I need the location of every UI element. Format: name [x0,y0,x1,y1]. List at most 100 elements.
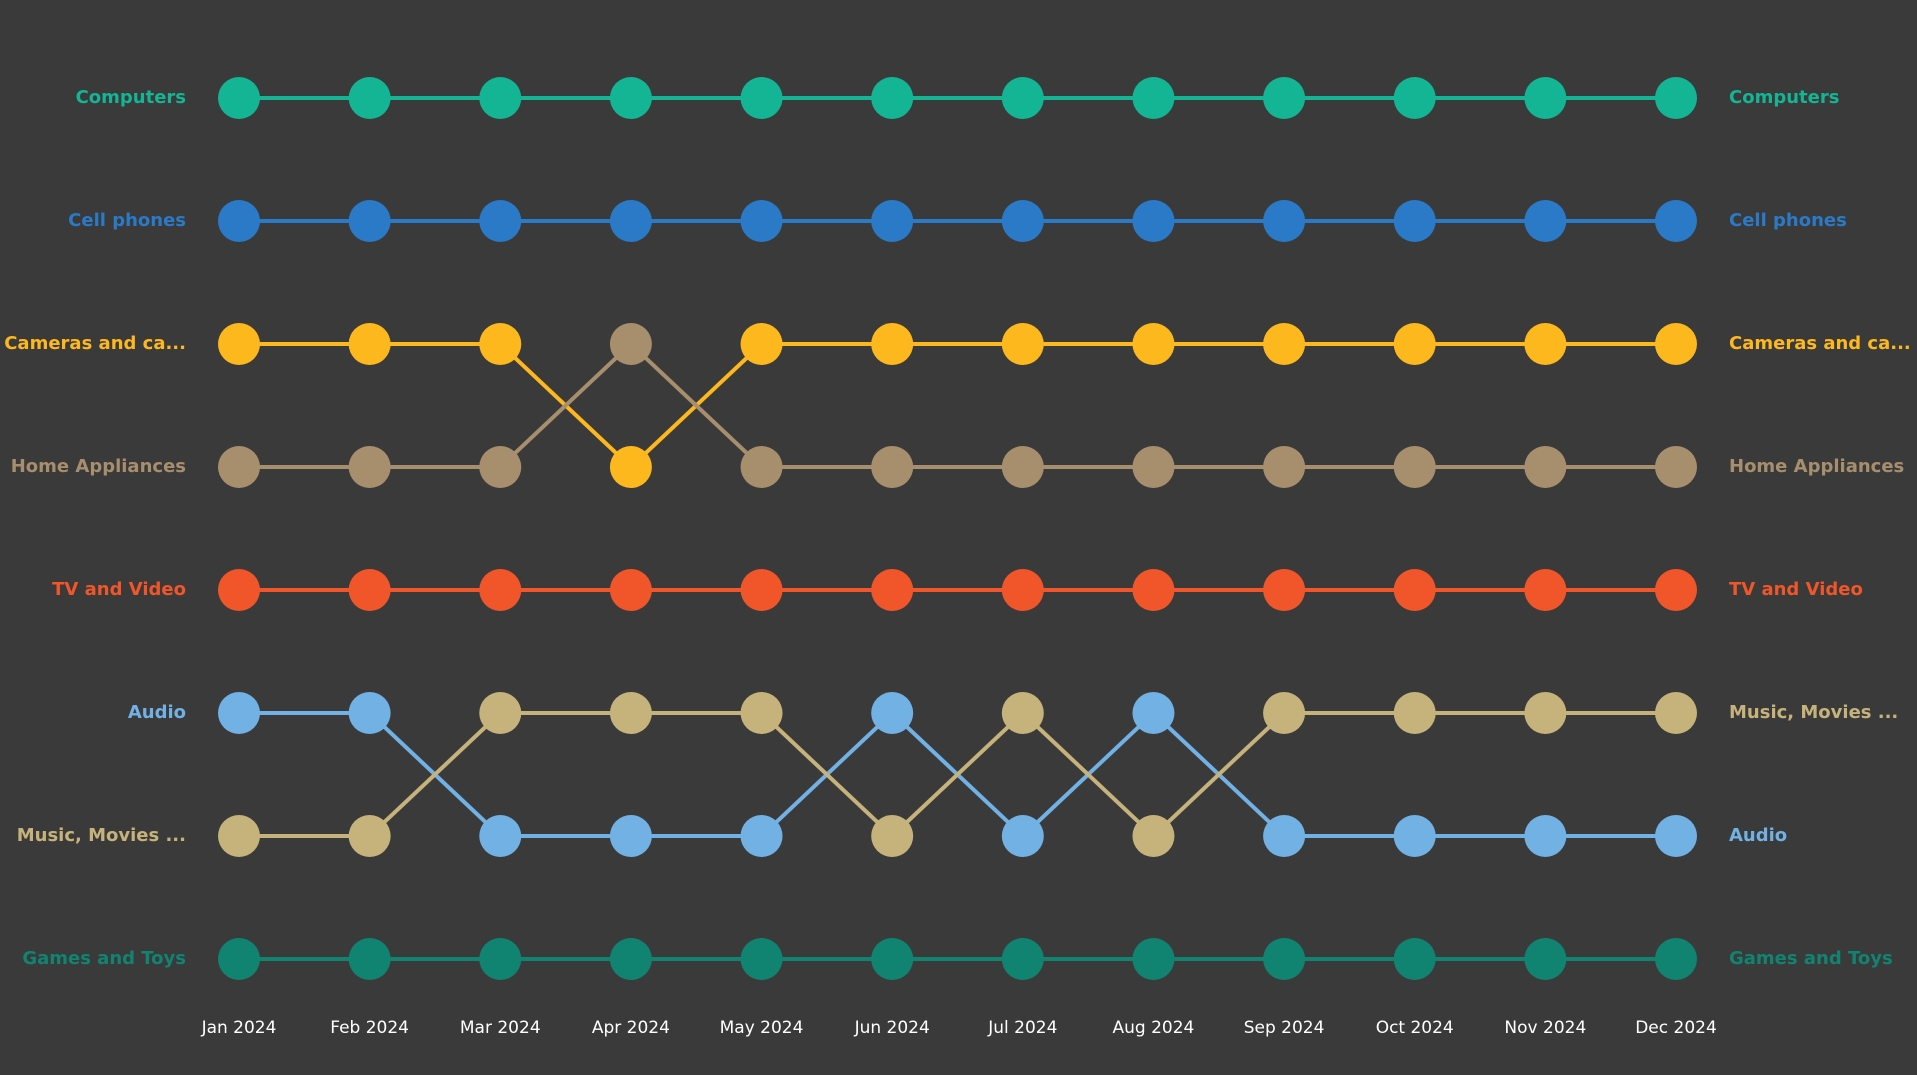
data-point-computers-4[interactable] [740,77,783,119]
data-point-audio-5[interactable] [871,692,914,734]
data-point-tv-and-video-4[interactable] [740,569,783,611]
series-lines [239,96,1676,961]
data-point-home-appliances-0[interactable] [218,446,260,488]
data-point-home-appliances-3[interactable] [609,323,652,365]
data-point-computers-3[interactable] [609,77,652,119]
data-point-cameras-and-camcorders-9[interactable] [1393,323,1436,365]
data-point-cell-phones-8[interactable] [1263,200,1306,242]
data-point-home-appliances-11[interactable] [1655,446,1697,488]
data-point-computers-0[interactable] [218,77,260,119]
data-point-cameras-and-camcorders-0[interactable] [218,323,260,365]
data-point-tv-and-video-3[interactable] [609,569,652,611]
data-point-games-and-toys-9[interactable] [1393,938,1436,980]
data-point-home-appliances-6[interactable] [1001,446,1044,488]
data-point-computers-5[interactable] [871,77,914,119]
data-point-cell-phones-2[interactable] [479,200,522,242]
data-point-tv-and-video-2[interactable] [479,569,522,611]
data-point-audio-3[interactable] [609,815,652,857]
data-point-audio-6[interactable] [1001,815,1044,857]
data-point-computers-8[interactable] [1263,77,1306,119]
data-point-music-movies-and-audio-books-3[interactable] [609,692,652,734]
data-point-computers-1[interactable] [348,77,391,119]
data-point-music-movies-and-audio-books-11[interactable] [1655,692,1697,734]
data-point-audio-8[interactable] [1263,815,1306,857]
x-tick-label-1: Feb 2024 [330,1018,409,1038]
data-point-tv-and-video-9[interactable] [1393,569,1436,611]
left-label-games-and-toys: Games and Toys [22,948,186,969]
data-point-music-movies-and-audio-books-10[interactable] [1524,692,1567,734]
data-point-audio-9[interactable] [1393,815,1436,857]
data-point-cell-phones-10[interactable] [1524,200,1567,242]
data-point-music-movies-and-audio-books-2[interactable] [479,692,522,734]
data-point-cameras-and-camcorders-5[interactable] [871,323,914,365]
data-point-computers-7[interactable] [1132,77,1175,119]
data-point-cameras-and-camcorders-2[interactable] [479,323,522,365]
data-point-audio-10[interactable] [1524,815,1567,857]
data-point-home-appliances-1[interactable] [348,446,391,488]
data-point-home-appliances-10[interactable] [1524,446,1567,488]
data-point-cell-phones-1[interactable] [348,200,391,242]
data-point-cameras-and-camcorders-8[interactable] [1263,323,1306,365]
data-point-tv-and-video-8[interactable] [1263,569,1306,611]
data-point-home-appliances-7[interactable] [1132,446,1175,488]
data-point-cameras-and-camcorders-1[interactable] [348,323,391,365]
data-point-cell-phones-3[interactable] [609,200,652,242]
data-point-cameras-and-camcorders-10[interactable] [1524,323,1567,365]
data-point-tv-and-video-7[interactable] [1132,569,1175,611]
data-point-cell-phones-6[interactable] [1001,200,1044,242]
data-point-cell-phones-4[interactable] [740,200,783,242]
data-point-music-movies-and-audio-books-5[interactable] [871,815,914,857]
data-point-tv-and-video-5[interactable] [871,569,914,611]
data-point-tv-and-video-6[interactable] [1001,569,1044,611]
data-point-computers-6[interactable] [1001,77,1044,119]
data-point-cameras-and-camcorders-6[interactable] [1001,323,1044,365]
data-point-cell-phones-9[interactable] [1393,200,1436,242]
data-point-games-and-toys-5[interactable] [871,938,914,980]
data-point-home-appliances-8[interactable] [1263,446,1306,488]
data-point-audio-1[interactable] [348,692,391,734]
data-point-music-movies-and-audio-books-4[interactable] [740,692,783,734]
data-point-tv-and-video-0[interactable] [218,569,260,611]
data-point-audio-4[interactable] [740,815,783,857]
data-point-cameras-and-camcorders-3[interactable] [609,446,652,488]
data-point-audio-2[interactable] [479,815,522,857]
data-point-computers-11[interactable] [1655,77,1697,119]
data-point-audio-0[interactable] [218,692,260,734]
data-point-computers-2[interactable] [479,77,522,119]
data-point-games-and-toys-7[interactable] [1132,938,1175,980]
data-point-cell-phones-5[interactable] [871,200,914,242]
data-point-music-movies-and-audio-books-8[interactable] [1263,692,1306,734]
data-point-computers-10[interactable] [1524,77,1567,119]
data-point-computers-9[interactable] [1393,77,1436,119]
data-point-music-movies-and-audio-books-9[interactable] [1393,692,1436,734]
data-point-home-appliances-4[interactable] [740,446,783,488]
data-point-audio-7[interactable] [1132,692,1175,734]
data-point-cell-phones-0[interactable] [218,200,260,242]
data-point-games-and-toys-3[interactable] [609,938,652,980]
data-point-music-movies-and-audio-books-1[interactable] [348,815,391,857]
data-point-music-movies-and-audio-books-6[interactable] [1001,692,1044,734]
data-point-cell-phones-7[interactable] [1132,200,1175,242]
data-point-music-movies-and-audio-books-0[interactable] [218,815,260,857]
data-point-games-and-toys-1[interactable] [348,938,391,980]
data-point-tv-and-video-10[interactable] [1524,569,1567,611]
data-point-cameras-and-camcorders-4[interactable] [740,323,783,365]
data-point-home-appliances-5[interactable] [871,446,914,488]
data-point-tv-and-video-1[interactable] [348,569,391,611]
data-point-cameras-and-camcorders-11[interactable] [1655,323,1697,365]
data-point-home-appliances-2[interactable] [479,446,522,488]
data-point-games-and-toys-4[interactable] [740,938,783,980]
data-point-cameras-and-camcorders-7[interactable] [1132,323,1175,365]
data-point-tv-and-video-11[interactable] [1655,569,1697,611]
data-point-audio-11[interactable] [1655,815,1697,857]
data-point-games-and-toys-8[interactable] [1263,938,1306,980]
data-point-music-movies-and-audio-books-7[interactable] [1132,815,1175,857]
data-point-games-and-toys-0[interactable] [218,938,260,980]
data-point-games-and-toys-10[interactable] [1524,938,1567,980]
data-point-games-and-toys-11[interactable] [1655,938,1697,980]
data-point-cell-phones-11[interactable] [1655,200,1697,242]
left-label-home-appliances: Home Appliances [11,456,186,477]
data-point-games-and-toys-2[interactable] [479,938,522,980]
data-point-home-appliances-9[interactable] [1393,446,1436,488]
data-point-games-and-toys-6[interactable] [1001,938,1044,980]
